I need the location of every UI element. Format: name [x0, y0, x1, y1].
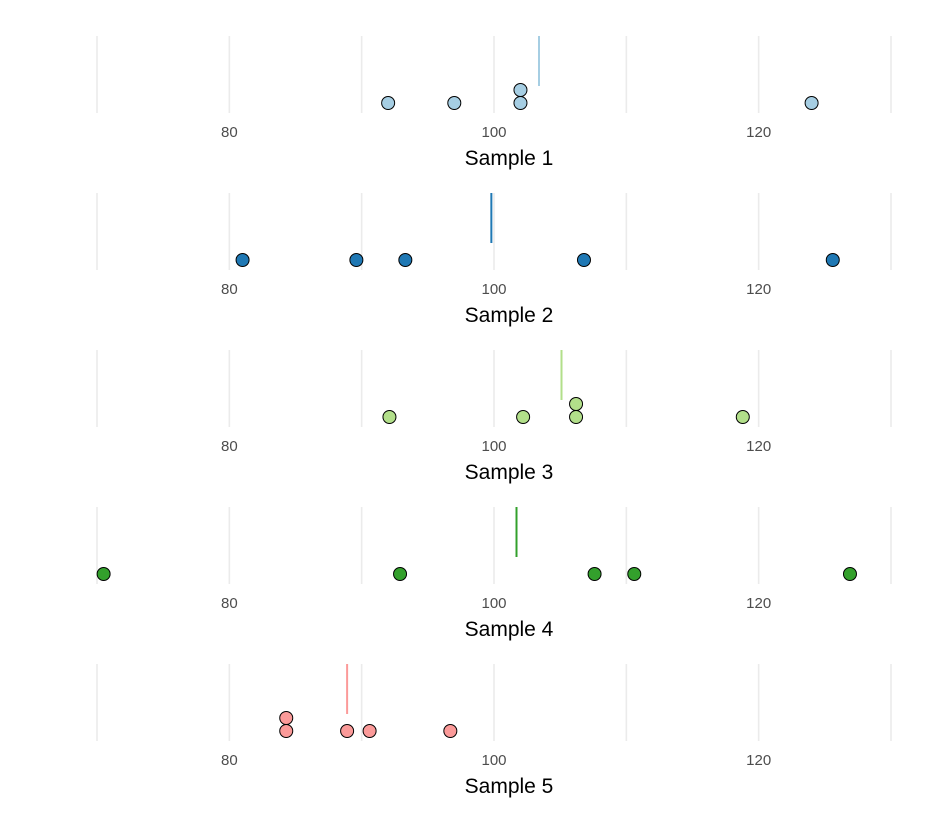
- data-point: [516, 410, 531, 424]
- x-tick-label: 80: [221, 595, 238, 612]
- data-point: [569, 410, 584, 424]
- panel-3: 80 100 120 Sample 3: [96, 350, 892, 484]
- data-point: [447, 96, 462, 110]
- panel-title: Sample 5: [465, 775, 554, 798]
- x-tick-label: 100: [481, 595, 506, 612]
- x-tick-label: 100: [481, 124, 506, 141]
- x-tick-label: 120: [746, 281, 771, 298]
- data-point: [587, 567, 602, 581]
- x-tick-label: 80: [221, 281, 238, 298]
- data-point: [279, 724, 294, 738]
- data-point: [235, 253, 250, 267]
- x-tick-label: 80: [221, 752, 238, 769]
- data-point: [340, 724, 355, 738]
- panel-title: Sample 3: [465, 461, 554, 484]
- x-tick-label: 120: [746, 438, 771, 455]
- data-point: [382, 410, 397, 424]
- x-tick-label: 120: [746, 124, 771, 141]
- data-point: [443, 724, 458, 738]
- data-point: [513, 96, 528, 110]
- data-point: [362, 724, 377, 738]
- panel-5: 80 100 120 Sample 5: [96, 664, 892, 798]
- data-point: [825, 253, 840, 267]
- data-point: [842, 567, 857, 581]
- data-point: [804, 96, 819, 110]
- x-tick-label: 120: [746, 595, 771, 612]
- data-point: [279, 711, 294, 725]
- x-tick-label: 80: [221, 438, 238, 455]
- panel-title: Sample 1: [465, 147, 554, 170]
- x-tick-label: 120: [746, 752, 771, 769]
- data-point: [393, 567, 408, 581]
- data-point: [576, 253, 591, 267]
- data-point: [569, 397, 584, 411]
- x-tick-label: 100: [481, 281, 506, 298]
- x-tick-label: 100: [481, 438, 506, 455]
- x-tick-label: 100: [481, 752, 506, 769]
- panel-title: Sample 2: [465, 304, 554, 327]
- data-point: [398, 253, 413, 267]
- panel-title: Sample 4: [465, 618, 554, 641]
- data-point: [96, 567, 111, 581]
- data-point: [627, 567, 642, 581]
- data-point: [381, 96, 396, 110]
- panel-4: 80 100 120 Sample 4: [96, 507, 892, 641]
- panel-2: 80 100 120 Sample 2: [96, 193, 892, 327]
- data-point: [735, 410, 750, 424]
- data-point: [513, 83, 528, 97]
- x-tick-label: 80: [221, 124, 238, 141]
- data-point: [349, 253, 364, 267]
- panel-1: 80 100 120 Sample 1: [96, 36, 892, 170]
